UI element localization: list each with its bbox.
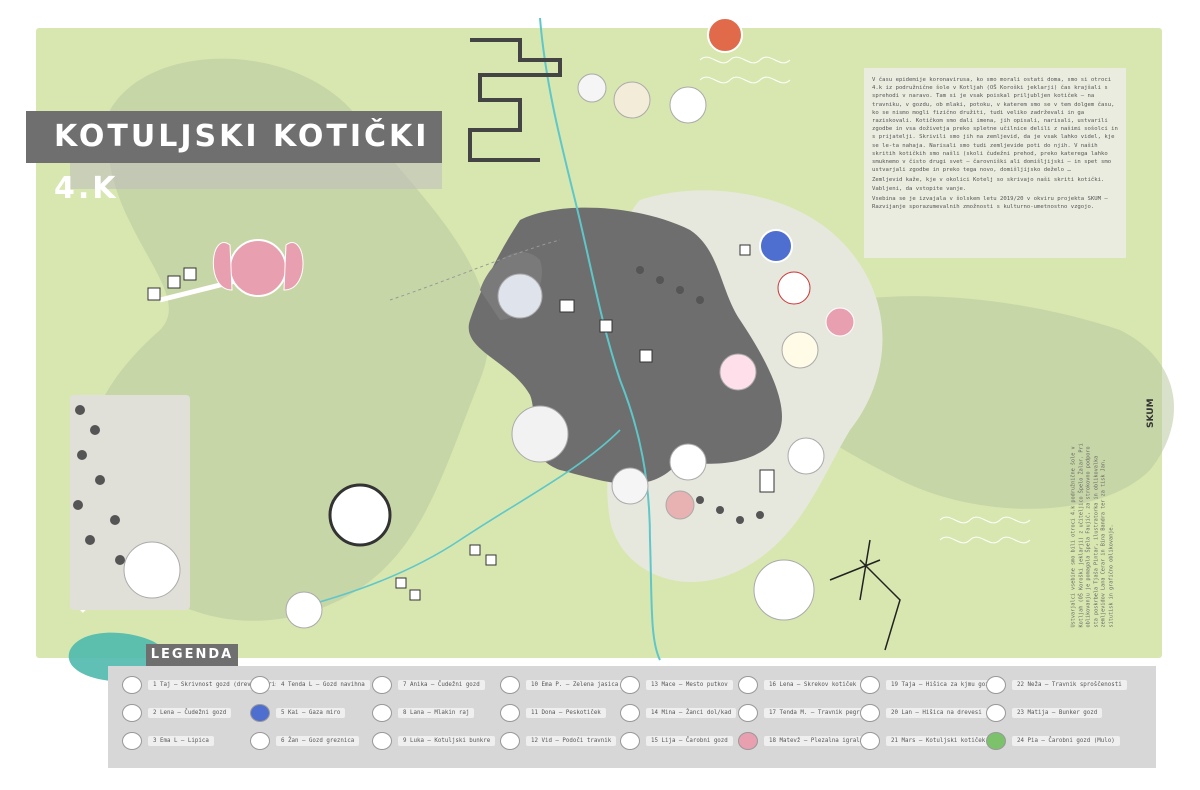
- legend-label: 23 Matija – Bunker gozd: [1012, 708, 1103, 718]
- legend-item[interactable]: 8 Lana – Mlakin raj: [372, 704, 475, 722]
- legend-swatch-icon: [860, 676, 880, 694]
- legend-label: 14 Mina – Žanci dol/kad: [646, 708, 737, 718]
- legend-label: 8 Lana – Mlakin raj: [398, 708, 475, 718]
- legend-item[interactable]: 11 Dona – Peskotiček: [500, 704, 606, 722]
- legend-swatch-icon: [860, 732, 880, 750]
- legend-panel: 1 Taj – Skrivnost gozd (drevesna riša) 2…: [108, 666, 1156, 768]
- legend-label: 18 Matevž – Plezalna igralnica: [764, 736, 879, 746]
- legend-label: 4 Tenda L – Gozd navihna: [276, 680, 370, 690]
- legend-swatch-icon: [372, 704, 392, 722]
- info-paragraph-2: Zemljevid kaže, kje v okolici Kotelj so …: [872, 177, 1105, 192]
- legend-item[interactable]: 7 Anika – Čudežni gozd: [372, 676, 485, 694]
- legend-label: 7 Anika – Čudežni gozd: [398, 680, 485, 690]
- legend-item[interactable]: 1 Taj – Skrivnost gozd (drevesna riša): [122, 676, 291, 694]
- legend-swatch-icon: [372, 732, 392, 750]
- windmill-sketch: [829, 539, 901, 651]
- legend-label: 21 Mars – Kotuljski kotiček: [886, 736, 991, 746]
- legend-label: 5 Kai – Gaza miro: [276, 708, 346, 718]
- credits-text: Ustvarjalci vsebine smo bili otroci 4.k …: [1070, 443, 1115, 628]
- legend-item[interactable]: 4 Tenda L – Gozd navihna: [250, 676, 370, 694]
- legend-label: 10 Ema P. – Zelena jasica: [526, 680, 624, 690]
- legend-label: 16 Lena – Skrekov kotiček: [764, 680, 862, 690]
- legend-swatch-icon: [122, 704, 142, 722]
- legend-swatch-icon: [986, 732, 1006, 750]
- forest-patterns: [699, 56, 1031, 544]
- info-paragraph-1: V času epidemije koronavirusa, ko smo mo…: [872, 77, 1118, 174]
- legend-label: 2 Lena – Čudežni gozd: [148, 708, 232, 718]
- legend-item[interactable]: 22 Neža – Travnik sproščenosti: [986, 676, 1127, 694]
- legend-label: 20 Lan – Hišica na drevesi: [886, 708, 987, 718]
- legend-label: 17 Tenda M. – Travnik pegrav: [764, 708, 872, 718]
- legend-title: LEGENDA: [146, 644, 238, 666]
- legend-item[interactable]: 15 Lija – Čarobni gozd: [620, 732, 733, 750]
- legend-item[interactable]: 24 Pia – Čarobni gozd (Mulo): [986, 732, 1120, 750]
- legend-swatch-icon: [738, 704, 758, 722]
- legend-item[interactable]: 14 Mina – Žanci dol/kad: [620, 704, 737, 722]
- legend-item[interactable]: 9 Luka – Kotuljski bunkre: [372, 732, 496, 750]
- map-badges[interactable]: [123, 17, 855, 629]
- legend-swatch-icon: [620, 732, 640, 750]
- legend-swatch-icon: [986, 704, 1006, 722]
- skum-logo: SKUM: [1146, 398, 1156, 428]
- road-north: [468, 38, 562, 162]
- legend-swatch-icon: [372, 676, 392, 694]
- legend-item[interactable]: 5 Kai – Gaza miro: [250, 704, 346, 722]
- legend-label: 22 Neža – Travnik sproščenosti: [1012, 680, 1127, 690]
- legend-label: 13 Mace – Mesto putkov: [646, 680, 733, 690]
- tree-marks: [73, 266, 764, 565]
- houses-cluster: [147, 244, 775, 601]
- legend-label: 19 Taja – Hišica za kjmu gozda: [886, 680, 1001, 690]
- legend-item[interactable]: 20 Lan – Hišica na drevesi: [860, 704, 987, 722]
- river: [539, 17, 661, 661]
- legend-item[interactable]: 17 Tenda M. – Travnik pegrav: [738, 704, 872, 722]
- legend-swatch-icon: [500, 676, 520, 694]
- legend-item[interactable]: 12 Vid – Podoči travnik: [500, 732, 617, 750]
- butterfly-wings: [212, 242, 304, 291]
- legend-swatch-icon: [738, 732, 758, 750]
- dotted-path: [389, 239, 561, 301]
- map-title: KOTULJSKI KOTIČKI 4.K: [26, 111, 442, 206]
- legend-item[interactable]: 19 Taja – Hišica za kjmu gozda: [860, 676, 1001, 694]
- legend-item[interactable]: 3 Ema L – Lipica: [122, 732, 214, 750]
- legend-item[interactable]: 2 Lena – Čudežni gozd: [122, 704, 232, 722]
- legend-swatch-icon: [860, 704, 880, 722]
- title-shadow: [70, 163, 442, 189]
- legend-item[interactable]: 23 Matija – Bunker gozd: [986, 704, 1103, 722]
- info-paragraph-3: Vsebina se je izvajala v šolskem letu 20…: [872, 195, 1108, 211]
- info-panel: V času epidemije koronavirusa, ko smo mo…: [864, 68, 1126, 258]
- legend-item[interactable]: 13 Mace – Mesto putkov: [620, 676, 733, 694]
- legend-item[interactable]: 6 Žan – Gozd greznica: [250, 732, 360, 750]
- legend-swatch-icon: [250, 676, 270, 694]
- legend-swatch-icon: [250, 704, 270, 722]
- legend-swatch-icon: [122, 732, 142, 750]
- legend-swatch-icon: [250, 732, 270, 750]
- legend-label: 24 Pia – Čarobni gozd (Mulo): [1012, 736, 1120, 746]
- legend-label: 6 Žan – Gozd greznica: [276, 736, 360, 746]
- legend-swatch-icon: [620, 676, 640, 694]
- legend-swatch-icon: [122, 676, 142, 694]
- legend-label: 1 Taj – Skrivnost gozd (drevesna riša): [148, 680, 291, 690]
- legend-swatch-icon: [986, 676, 1006, 694]
- credits-panel: Ustvarjalci vsebine smo bili otroci 4.k …: [1038, 430, 1138, 630]
- legend-item[interactable]: 16 Lena – Skrekov kotiček: [738, 676, 862, 694]
- legend-item[interactable]: 21 Mars – Kotuljski kotiček: [860, 732, 991, 750]
- legend-label: 12 Vid – Podoči travnik: [526, 736, 617, 746]
- legend-item[interactable]: 10 Ema P. – Zelena jasica: [500, 676, 624, 694]
- legend-swatch-icon: [620, 704, 640, 722]
- legend-item[interactable]: 18 Matevž – Plezalna igralnica: [738, 732, 879, 750]
- legend-swatch-icon: [738, 676, 758, 694]
- legend-swatch-icon: [500, 732, 520, 750]
- legend-label: 11 Dona – Peskotiček: [526, 708, 606, 718]
- river-branch: [289, 429, 621, 611]
- legend-label: 15 Lija – Čarobni gozd: [646, 736, 733, 746]
- legend-label: 3 Ema L – Lipica: [148, 736, 214, 746]
- legend-swatch-icon: [500, 704, 520, 722]
- legend-label: 9 Luka – Kotuljski bunkre: [398, 736, 496, 746]
